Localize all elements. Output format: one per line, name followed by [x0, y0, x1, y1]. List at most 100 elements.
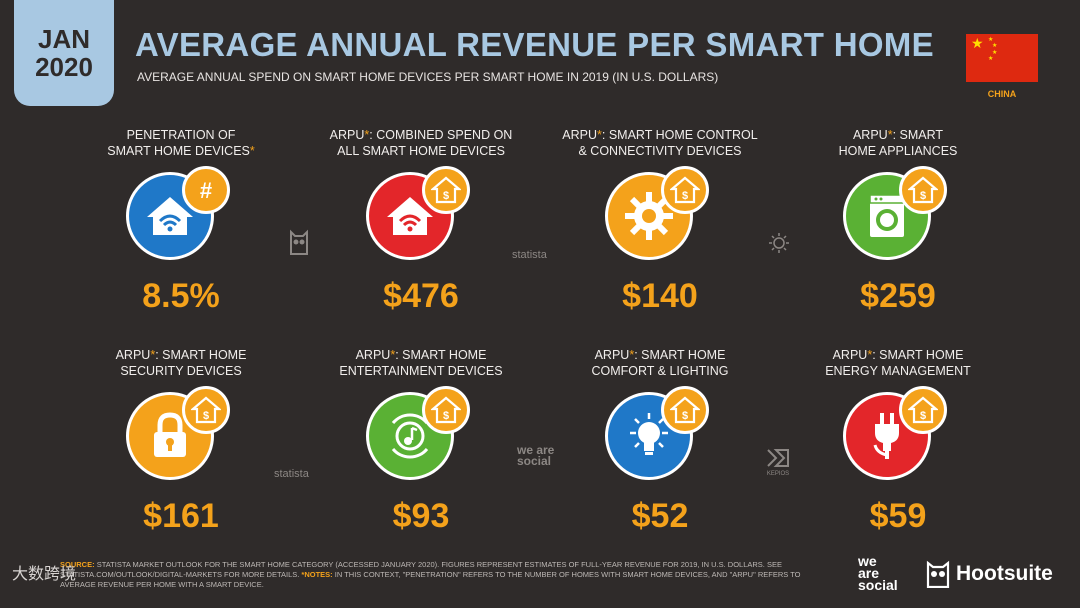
- stat-label-line2: ALL SMART HOME DEVICES: [337, 143, 505, 158]
- stat-icon-group: $: [833, 166, 963, 266]
- stat-label: ARPU*: SMART HOME ENTERTAINMENT DEVICES: [339, 348, 503, 378]
- china-flag-icon: ★ ★ ★ ★ ★: [966, 34, 1038, 82]
- stat-icon-group: #: [116, 166, 246, 266]
- page-title: AVERAGE ANNUAL REVENUE PER SMART HOME: [135, 26, 934, 63]
- stat-label-line2: ENERGY MANAGEMENT: [825, 363, 971, 378]
- stat-value: $476: [383, 277, 459, 315]
- stat-label-line2: & CONNECTIVITY DEVICES: [578, 143, 742, 158]
- stat-label-line2: ENTERTAINMENT DEVICES: [339, 363, 503, 378]
- light-bulb-icon: [605, 392, 693, 480]
- stat-label-line1: SMART HOME: [402, 348, 487, 362]
- kepios-label: KEPIOS: [766, 471, 790, 477]
- owl-icon: [926, 560, 950, 588]
- date-year: 2020: [35, 52, 93, 82]
- stat-label-line1: SMART HOME CONTROL: [608, 128, 758, 142]
- stat-card: ARPU*: SMART HOME COMFORT & LIGHTING $ $52: [560, 348, 760, 536]
- hash-icon: #: [182, 166, 230, 214]
- stat-label: ARPU*: COMBINED SPEND ON ALL SMART HOME D…: [329, 128, 513, 158]
- stat-icon-group: $: [833, 386, 963, 486]
- stat-card: ARPU*: SMART HOME SECURITY DEVICES $ $161: [81, 348, 281, 536]
- hootsuite-wordmark: Hootsuite: [956, 562, 1053, 585]
- stat-label-line1: SMART HOME: [641, 348, 726, 362]
- stat-card: ARPU*: SMART HOME CONTROL & CONNECTIVITY …: [560, 128, 760, 316]
- asterisk: *: [364, 128, 370, 142]
- country-label: CHINA: [987, 89, 1017, 99]
- svg-text:$: $: [682, 410, 688, 422]
- dollar-home-icon: $: [422, 166, 470, 214]
- dollar-home-icon: $: [422, 386, 470, 434]
- stat-label: PENETRATION OF SMART HOME DEVICES*: [81, 128, 281, 160]
- arpu-prefix: ARPU: [594, 348, 630, 362]
- svg-text:$: $: [682, 190, 688, 202]
- svg-text:$: $: [443, 190, 449, 202]
- notes-text: IN THIS CONTEXT, "PENETRATION" REFERS TO…: [60, 570, 801, 589]
- wifi-home-icon: [126, 172, 214, 260]
- source-footnote: SOURCE: STATISTA MARKET OUTLOOK FOR THE …: [60, 560, 820, 590]
- stat-value: $259: [860, 277, 936, 315]
- stat-value: $52: [631, 497, 689, 535]
- power-plug-icon: [843, 392, 931, 480]
- stat-label: ARPU*: SMART HOME COMFORT & LIGHTING: [591, 348, 729, 378]
- stat-label-line2: COMFORT & LIGHTING: [591, 363, 729, 378]
- source-label: SOURCE:: [60, 560, 95, 569]
- stat-icon-group: $: [356, 166, 486, 266]
- dollar-home-icon: $: [182, 386, 230, 434]
- logo-social: social: [858, 577, 898, 593]
- kepios-bulb-watermark-icon: [768, 232, 790, 257]
- stat-icon-group: $: [356, 386, 486, 486]
- dollar-home-icon: $: [899, 386, 947, 434]
- asterisk: *: [597, 128, 602, 142]
- kepios-logo-icon: [767, 449, 789, 467]
- stat-label-line2: HOME APPLIANCES: [838, 143, 958, 158]
- we-are-social-logo: we are social: [858, 554, 898, 593]
- dollar-home-icon: $: [899, 166, 947, 214]
- asterisk: *: [887, 128, 893, 142]
- stat-label: ARPU*: SMART HOME SECURITY DEVICES: [115, 348, 247, 378]
- stat-label: ARPU*: SMART HOME CONTROL & CONNECTIVITY …: [562, 128, 758, 158]
- statista-watermark-2: statista: [274, 468, 309, 480]
- notes-label: *NOTES:: [301, 570, 333, 579]
- asterisk: *: [249, 143, 255, 158]
- arpu-prefix: ARPU: [115, 348, 151, 362]
- stat-label-line2: SMART HOME DEVICES: [107, 143, 250, 158]
- weare-social-watermark: we are social: [517, 443, 555, 468]
- asterisk: *: [867, 348, 873, 362]
- stat-card: ARPU*: COMBINED SPEND ON ALL SMART HOME D…: [321, 128, 521, 316]
- stat-label: ARPU*: SMART HOME APPLIANCES: [838, 128, 958, 158]
- svg-text:$: $: [443, 410, 449, 422]
- arpu-prefix: ARPU: [832, 348, 868, 362]
- stat-label-line2: SECURITY DEVICES: [120, 363, 242, 378]
- dollar-home-icon: $: [661, 386, 709, 434]
- stat-icon-group: $: [595, 386, 725, 486]
- kepios-watermark: KEPIOS: [766, 448, 790, 477]
- arpu-prefix: ARPU: [562, 128, 598, 142]
- stat-value: $140: [622, 277, 698, 315]
- date-badge: JAN 2020: [14, 0, 114, 106]
- svg-text:$: $: [920, 410, 926, 422]
- date-month: JAN: [37, 24, 90, 54]
- svg-text:$: $: [203, 410, 209, 422]
- stat-value: $161: [143, 497, 219, 535]
- stat-card: ARPU*: SMART HOME APPLIANCES $ $259: [798, 128, 998, 316]
- statista-watermark: statista: [512, 249, 547, 261]
- stat-label-line1: PENETRATION OF: [126, 128, 236, 142]
- stat-label-line1: SMART: [899, 128, 944, 142]
- stat-value: 8.5%: [142, 277, 220, 315]
- stat-card: ARPU*: SMART HOME ENTERTAINMENT DEVICES $ $…: [321, 348, 521, 536]
- stat-card: ARPU*: SMART HOME ENERGY MANAGEMENT $ $59: [798, 348, 998, 536]
- hootsuite-logo: Hootsuite: [926, 560, 1053, 588]
- stat-label-line1: SMART HOME: [162, 348, 247, 362]
- stat-value: $93: [392, 497, 450, 535]
- arpu-prefix: ARPU: [355, 348, 391, 362]
- dollar-home-icon: $: [661, 166, 709, 214]
- svg-text:#: #: [200, 178, 212, 203]
- stat-card: PENETRATION OF SMART HOME DEVICES* #8.5%: [81, 128, 281, 316]
- washing-machine-icon: [843, 172, 931, 260]
- stat-label-line1: COMBINED SPEND ON: [376, 128, 513, 142]
- stat-value: $59: [869, 497, 927, 535]
- source-text: STATISTA MARKET OUTLOOK FOR THE SMART HO…: [60, 560, 782, 579]
- svg-text:$: $: [920, 190, 926, 202]
- arpu-prefix: ARPU: [852, 128, 888, 142]
- logo-are: are: [858, 565, 880, 581]
- arpu-prefix: ARPU: [329, 128, 365, 142]
